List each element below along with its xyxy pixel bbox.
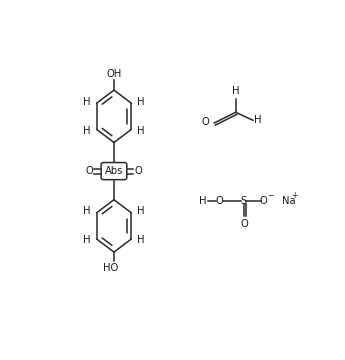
Text: OH: OH	[106, 69, 121, 78]
Text: Na: Na	[283, 195, 296, 206]
Text: H: H	[254, 115, 262, 125]
Text: O: O	[135, 166, 142, 176]
Text: O: O	[216, 195, 224, 206]
FancyBboxPatch shape	[101, 163, 127, 180]
Text: +: +	[292, 191, 298, 200]
Text: O: O	[85, 166, 93, 176]
Text: H: H	[137, 235, 145, 246]
Text: H: H	[83, 97, 91, 107]
Text: H: H	[83, 207, 91, 216]
Text: H: H	[137, 207, 145, 216]
Text: S: S	[240, 195, 247, 206]
Text: HO: HO	[103, 264, 118, 273]
Text: H: H	[232, 86, 239, 96]
Text: H: H	[137, 126, 145, 136]
Text: −: −	[267, 191, 274, 200]
Text: O: O	[202, 117, 209, 127]
Text: O: O	[260, 195, 268, 206]
Text: O: O	[240, 219, 248, 229]
Text: H: H	[137, 97, 145, 107]
Text: H: H	[83, 235, 91, 246]
Text: H: H	[199, 195, 206, 206]
Text: H: H	[83, 126, 91, 136]
Text: Abs: Abs	[105, 166, 123, 176]
